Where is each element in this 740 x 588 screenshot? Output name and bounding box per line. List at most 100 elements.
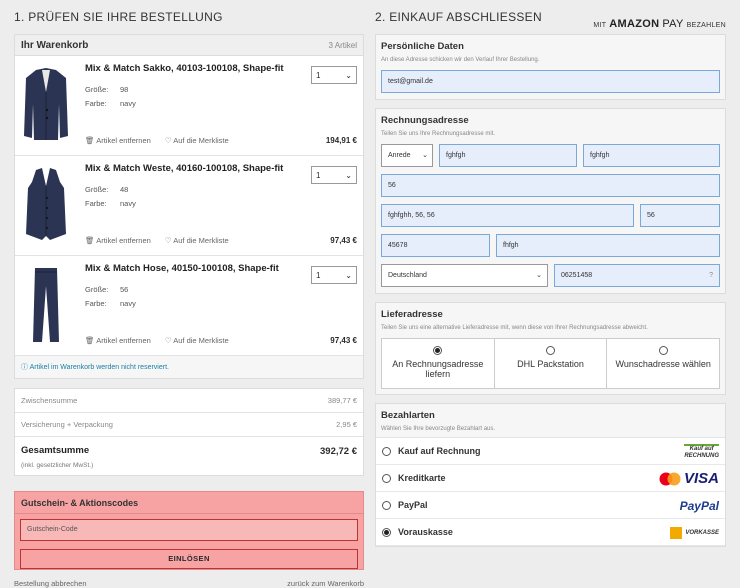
wishlist-button[interactable]: ♡ Auf die Merkliste — [165, 336, 229, 345]
house-number-field[interactable]: 56 — [640, 204, 720, 227]
subtotal-row: Zwischensumme 389,77 € — [15, 389, 363, 413]
payment-option-invoice[interactable]: Kauf auf Rechnung Kauf auf RECHNUNG — [376, 438, 725, 465]
payment-option-creditcard[interactable]: Kreditkarte VISA — [376, 465, 725, 492]
phone-field[interactable]: 06251458? — [554, 264, 720, 287]
first-name-field[interactable]: fghfgh — [439, 144, 577, 167]
item-name[interactable]: Mix & Match Weste, 40160-100108, Shape-f… — [85, 163, 284, 174]
chevron-down-icon: ⌄ — [536, 272, 542, 279]
payment-option-label: Kauf auf Rechnung — [398, 446, 481, 456]
size-label: Größe: — [85, 185, 109, 194]
payment-subtitle: Wählen Sie Ihre bevorzugte Bezahlart aus… — [381, 426, 496, 432]
chevron-down-icon: ⌄ — [345, 70, 352, 80]
amazon-pay-label: pay — [662, 18, 684, 30]
payment-option-label: PayPal — [398, 500, 428, 510]
salutation-select[interactable]: Anrede ⌄ — [381, 144, 433, 167]
zip-field[interactable]: 45678 — [381, 234, 490, 257]
item-actions: 🗑 Artikel entfernen ♡ Auf die Merkliste — [85, 136, 229, 145]
size-label: Größe: — [85, 85, 109, 94]
phone-value: 06251458 — [561, 272, 593, 279]
personal-data-subtitle: An diese Adresse schicken wir den Verlau… — [381, 57, 540, 63]
payment-panel: Bezahlarten Wählen Sie Ihre bevorzugte B… — [375, 403, 726, 547]
remove-item-button[interactable]: 🗑 Artikel entfernen — [85, 336, 151, 345]
payment-options: Kauf auf Rechnung Kauf auf RECHNUNG Kredi… — [376, 437, 725, 546]
shipping-row: Versicherung + Verpackung 2,95 € — [15, 413, 363, 437]
delivery-option-label: DHL Packstation — [517, 359, 584, 369]
street-row: fghfghh, 56, 56 56 — [381, 204, 720, 227]
item-price: 194,91 € — [325, 136, 357, 145]
last-name-field[interactable]: fghfgh — [583, 144, 720, 167]
cart-header: Ihr Warenkorb 3 Artikel — [15, 35, 363, 56]
item-name[interactable]: Mix & Match Sakko, 40103-100108, Shape-f… — [85, 63, 284, 74]
help-icon[interactable]: ? — [709, 272, 713, 279]
wishlist-label: Auf die Merkliste — [173, 336, 229, 345]
trousers-image[interactable] — [22, 264, 70, 344]
email-field[interactable]: test@gmail.de — [381, 70, 720, 93]
address-addition-field[interactable]: 56 — [381, 174, 720, 197]
delivery-option-packstation[interactable]: DHL Packstation — [495, 339, 608, 388]
quantity-select[interactable]: 1 ⌄ — [311, 266, 357, 284]
amazon-suffix: bezahlen — [686, 22, 726, 29]
remove-item-button[interactable]: 🗑 Artikel entfernen — [85, 236, 151, 245]
voucher-title: Gutschein- & Aktionscodes — [15, 492, 363, 514]
wishlist-button[interactable]: ♡ Auf die Merkliste — [165, 236, 229, 245]
quantity-value: 1 — [316, 70, 321, 80]
billing-subtitle: Teilen Sie uns Ihre Rechnungsadresse mit… — [381, 131, 496, 137]
company-row: 56 — [381, 174, 720, 197]
reservation-note-text: Artikel im Warenkorb werden nicht reserv… — [29, 364, 169, 371]
quantity-select[interactable]: 1 ⌄ — [311, 166, 357, 184]
wishlist-label: Auf die Merkliste — [173, 136, 229, 145]
item-price: 97,43 € — [330, 236, 357, 245]
cart-title: Ihr Warenkorb — [21, 39, 89, 51]
back-to-cart-link[interactable]: zurück zum Warenkorb — [287, 579, 364, 588]
country-value: Deutschland — [388, 272, 427, 279]
checkout-column: 2. EINKAUF ABSCHLIESSEN Mit amazon pay be… — [375, 0, 726, 555]
item-color: Farbe: navy — [85, 99, 136, 108]
salutation-value: Anrede — [388, 152, 411, 159]
radio-icon — [382, 473, 391, 483]
checkout-title-bar: 2. EINKAUF ABSCHLIESSEN Mit amazon pay be… — [375, 0, 726, 34]
chevron-down-icon: ⌄ — [345, 270, 352, 280]
chevron-down-icon: ⌄ — [422, 152, 428, 159]
redeem-button[interactable]: EINLÖSEN — [20, 549, 358, 569]
size-value: 48 — [120, 185, 129, 194]
payment-option-paypal[interactable]: PayPal PayPal — [376, 492, 725, 519]
reservation-note: ⓘ Artikel im Warenkorb werden nicht rese… — [15, 356, 363, 378]
remove-item-button[interactable]: 🗑 Artikel entfernen — [85, 136, 151, 145]
color-value: navy — [120, 299, 136, 308]
cancel-order-link[interactable]: Bestellung abbrechen — [14, 579, 87, 588]
quantity-select[interactable]: 1 ⌄ — [311, 66, 357, 84]
jacket-image[interactable] — [22, 64, 70, 144]
heart-icon: ♡ — [164, 236, 172, 245]
quantity-value: 1 — [316, 170, 321, 180]
order-summary: Zwischensumme 389,77 € Versicherung + Ver… — [14, 388, 364, 476]
radio-icon — [382, 500, 391, 510]
wishlist-label: Auf die Merkliste — [173, 236, 229, 245]
prepayment-logo-text: VORKASSE — [685, 529, 719, 536]
item-size: Größe: 98 — [85, 85, 128, 94]
invoice-logo-top: Kauf auf — [689, 445, 714, 452]
invoice-logo-bottom: RECHNUNG — [684, 452, 719, 459]
street-field[interactable]: fghfghh, 56, 56 — [381, 204, 634, 227]
delivery-option-billing[interactable]: An Rechnungsadresse liefern — [382, 339, 495, 388]
total-label: Gesamtsumme — [21, 445, 90, 456]
payment-option-prepayment[interactable]: Vorauskasse VORKASSE — [376, 519, 725, 546]
name-row: Anrede ⌄ fghfgh fghfgh — [381, 144, 720, 167]
voucher-panel: Gutschein- & Aktionscodes Gutschein-Code… — [14, 491, 364, 570]
city-field[interactable]: fhfgh — [496, 234, 720, 257]
wishlist-button[interactable]: ♡ Auf die Merkliste — [165, 136, 229, 145]
card-logos: VISA — [659, 469, 719, 488]
payment-option-label: Vorauskasse — [398, 527, 453, 537]
heart-icon: ♡ — [164, 336, 172, 345]
delivery-option-custom[interactable]: Wunschadresse wählen — [607, 339, 719, 388]
remove-label: Artikel entfernen — [96, 136, 151, 145]
trash-icon: 🗑 — [85, 136, 95, 145]
paypal-logo-text: PayPal — [679, 498, 719, 513]
vat-note: (inkl. gesetzlicher MwSt.) — [21, 462, 94, 469]
prepayment-icon — [670, 526, 683, 539]
amazon-pay-button[interactable]: Mit amazon pay bezahlen — [593, 7, 726, 43]
country-select[interactable]: Deutschland ⌄ — [381, 264, 548, 287]
voucher-input[interactable]: Gutschein-Code — [20, 519, 358, 541]
shipping-value: 2,95 € — [336, 420, 357, 429]
vest-image[interactable] — [22, 164, 70, 244]
item-name[interactable]: Mix & Match Hose, 40150-100108, Shape-fi… — [85, 263, 279, 274]
